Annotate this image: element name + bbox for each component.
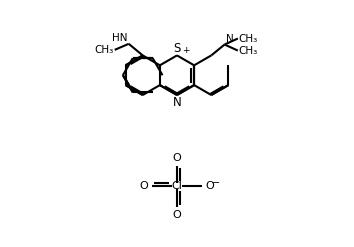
- Text: Cl: Cl: [172, 181, 182, 191]
- Text: −: −: [212, 178, 220, 188]
- Text: O: O: [206, 181, 215, 191]
- Text: S: S: [173, 42, 181, 55]
- Text: CH₃: CH₃: [239, 46, 258, 56]
- Text: CH₃: CH₃: [239, 34, 258, 43]
- Text: O: O: [173, 210, 181, 220]
- Text: O: O: [173, 153, 181, 163]
- Text: CH₃: CH₃: [95, 45, 114, 55]
- Text: O: O: [139, 181, 148, 191]
- Text: +: +: [182, 46, 190, 55]
- Text: HN: HN: [112, 33, 128, 43]
- Text: N: N: [225, 34, 233, 44]
- Text: N: N: [173, 96, 181, 109]
